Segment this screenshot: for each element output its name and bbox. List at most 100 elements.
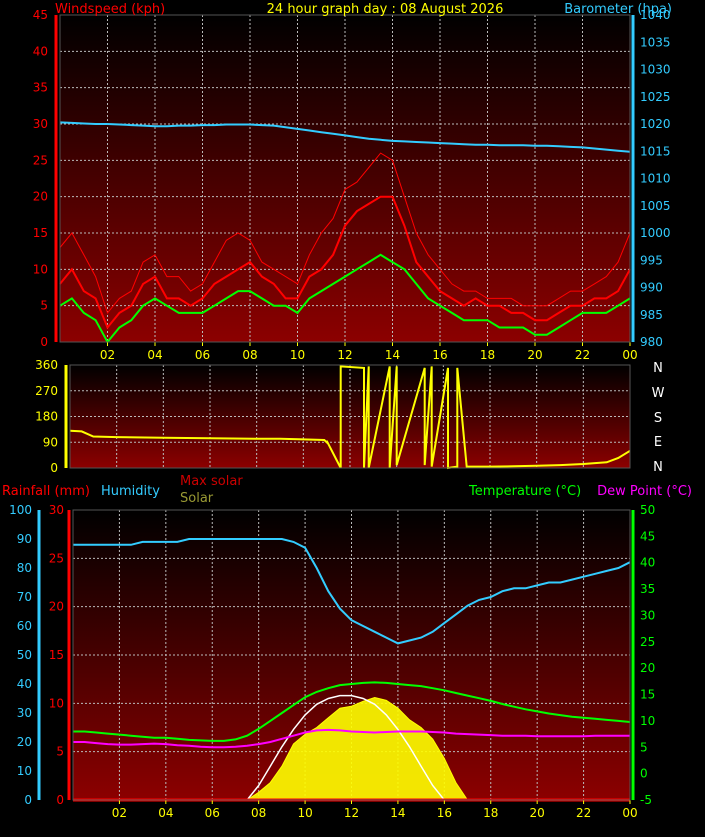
temperature-tick-label: 50 [640,503,655,517]
x-tick-label: 14 [390,806,405,820]
direction-tick-label: 270 [35,384,58,398]
windspeed-tick-label: 30 [33,117,48,131]
chart-title: 24 hour graph day : 08 August 2026 [267,2,504,17]
panel-border [72,509,631,801]
rainfall-tick-label: 20 [49,600,64,614]
temperature-tick-label: 15 [640,688,655,702]
temperature-tick-label: 25 [640,635,655,649]
windspeed-tick-label: 40 [33,44,48,58]
max-solar-legend: Max solar [180,474,243,489]
dew-point-line [73,728,630,749]
humidity-legend: Humidity [101,484,160,499]
compass-north-bottom: N [653,460,663,475]
barometer-tick-label: 980 [640,335,663,349]
panel-border [59,14,631,343]
humidity-tick-label: 50 [17,648,32,662]
windspeed-tick-label: 25 [33,153,48,167]
temperature-tick-label: 45 [640,529,655,543]
temperature-tick-label: 20 [640,661,655,675]
direction-tick-label: 90 [43,435,58,449]
x-tick-label: 18 [483,806,498,820]
wind-panel-axes: 02 04 06 08 10 12 14 16 18 20 22 000510152025303540… [33,8,671,362]
humidity-tick-label: 0 [24,793,32,807]
x-tick-label: 10 [290,348,305,362]
x-tick-label: 00 [622,806,637,820]
barometer-tick-label: 1015 [640,144,671,158]
direction-tick-label: 360 [35,358,58,372]
rainfall-tick-label: 0 [56,793,64,807]
temperature-tick-label: 5 [640,740,648,754]
humidity-line [73,538,631,645]
temperature-legend: Temperature (°C) [468,484,581,499]
barometer-tick-label: 1010 [640,172,671,186]
compass-south: S [654,411,662,426]
rainfall-tick-label: 30 [49,503,64,517]
dew-point-legend: Dew Point (°C) [597,484,692,499]
barometer-tick-label: 1005 [640,199,671,213]
humidity-tick-label: 80 [17,561,32,575]
barometer-tick-label: 1020 [640,117,671,131]
windspeed-tick-label: 0 [40,335,48,349]
x-tick-label: 12 [344,806,359,820]
x-tick-label: 14 [385,348,400,362]
x-tick-label: 06 [205,806,220,820]
temperature-tick-label: 10 [640,714,655,728]
x-tick-label: 16 [432,348,447,362]
windspeed-tick-label: 5 [40,299,48,313]
humidity-tick-label: 60 [17,619,32,633]
gust-line [59,152,631,314]
direction-panel-axes: 0 90 180 270 360 [35,358,631,475]
average-wind-line [59,253,631,344]
windspeed-tick-label: 20 [33,190,48,204]
humidity-tick-label: 10 [17,764,32,778]
x-tick-label: 04 [147,348,162,362]
x-tick-label: 22 [575,348,590,362]
rainfall-tick-label: 10 [49,696,64,710]
direction-tick-label: 0 [50,461,58,475]
wind-panel-plot [59,121,631,344]
right-axis-title: Barometer (hpa) [564,2,672,17]
temperature-tick-label: 0 [640,767,648,781]
windspeed-tick-label: 35 [33,81,48,95]
temperature-panel-axes: 02 04 06 08 10 12 14 16 18 20 22 000510152025300102… [9,503,655,820]
x-tick-label: 12 [337,348,352,362]
barometer-tick-label: 1030 [640,63,671,77]
compass-north-top: N [653,361,663,376]
barometer-tick-label: 995 [640,253,663,267]
compass-west: W [652,386,665,401]
rainfall-tick-label: 5 [56,745,64,759]
solar-legend: Solar [180,491,214,506]
direction-panel-grid [70,365,631,468]
x-tick-label: 20 [530,806,545,820]
x-tick-label: 00 [622,348,637,362]
left-axis-title: Windspeed (kph) [55,2,165,17]
direction-tick-label: 180 [35,410,58,424]
x-tick-label: 16 [437,806,452,820]
barometer-tick-label: 1025 [640,90,671,104]
x-tick-label: 10 [297,806,312,820]
compass-east: E [654,435,662,450]
humidity-tick-label: 90 [17,532,32,546]
barometer-tick-label: 1040 [640,8,671,22]
temperature-tick-label: 30 [640,608,655,622]
panel-border [69,364,631,469]
temperature-line [73,681,631,742]
windspeed-line [59,195,631,330]
humidity-tick-label: 70 [17,590,32,604]
windspeed-tick-label: 10 [33,262,48,276]
barometer-line [59,121,631,153]
temperature-tick-label: 35 [640,582,655,596]
rainfall-tick-label: 15 [49,648,64,662]
temperature-tick-label: -5 [640,793,652,807]
barometer-tick-label: 990 [640,281,663,295]
humidity-tick-label: 20 [17,735,32,749]
humidity-tick-label: 40 [17,677,32,691]
barometer-tick-label: 1035 [640,35,671,49]
humidity-tick-label: 100 [9,503,32,517]
windspeed-tick-label: 45 [33,8,48,22]
rainfall-tick-label: 25 [49,551,64,565]
x-tick-label: 04 [158,806,173,820]
x-tick-label: 02 [112,806,127,820]
temperature-tick-label: 40 [640,556,655,570]
